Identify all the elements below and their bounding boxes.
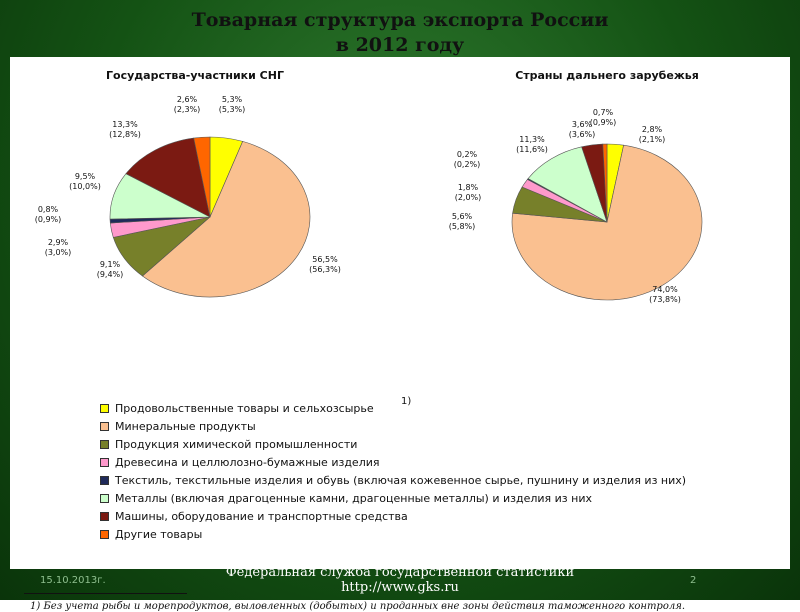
data-label-prev-wood: (2,0%) — [455, 193, 482, 202]
data-label-prev-wood: (3,0%) — [45, 248, 72, 257]
legend-label: Продовольственные товары и сельхозсырье — [115, 401, 374, 415]
data-label-prev-chemical: (9,4%) — [97, 270, 124, 279]
data-label-mineral: 56,5% — [312, 255, 338, 264]
page-number: 2 — [690, 575, 697, 586]
data-label-food: 2,8% — [642, 125, 663, 134]
slide-title-line1: Товарная структура экспорта России — [191, 9, 609, 31]
pie-slice-mineral — [141, 141, 311, 298]
content-panel: Государства-участники СНГ 5,3% (5,3%) 56,5%… — [10, 57, 790, 612]
legend-label: Текстиль, текстильные изделия и обувь (в… — [115, 473, 687, 487]
legend-swatch-chemical — [100, 439, 109, 449]
legend-label: Минеральные продукты — [115, 419, 256, 433]
data-label-other: 0,7% — [593, 108, 614, 117]
pie-slice-machinery — [125, 137, 211, 218]
legend-item-wood: Древесина и целлюлозно-бумажные изделия — [100, 454, 380, 470]
data-label-mineral: 74,0% — [652, 285, 678, 294]
footnote-divider — [24, 593, 187, 594]
data-label-machinery: 3,6% — [572, 120, 593, 129]
legend-label: Металлы (включая драгоценные камни, драг… — [115, 491, 592, 505]
legend-label: Древесина и целлюлозно-бумажные изделия — [115, 455, 380, 469]
chart-title: Страны дальнего зарубежья — [515, 69, 699, 82]
data-label-prev-textile: (0,9%) — [35, 215, 62, 224]
legend-item-textile: Текстиль, текстильные изделия и обувь (в… — [100, 472, 686, 488]
data-label-prev-mineral: (56,3%) — [309, 265, 341, 274]
data-label-food: 5,3% — [222, 95, 243, 104]
legend-label: Продукция химической промышленности — [115, 437, 358, 451]
pie-slice-mineral — [511, 144, 703, 301]
pie-slice-metals — [527, 146, 608, 223]
data-label-prev-other: (0,9%) — [590, 118, 617, 127]
slide-title-line2: в 2012 году — [335, 34, 465, 56]
pie-charts: Государства-участники СНГ 5,3%(5,3%) 56,5%… — [35, 69, 703, 304]
data-label-textile: 0,8% — [38, 205, 59, 214]
data-label-wood: 1,8% — [458, 183, 479, 192]
data-label-prev-machinery: (12,8%) — [109, 130, 141, 139]
legend-swatch-machinery — [100, 511, 109, 521]
footer-date: 15.10.2013г. — [40, 575, 106, 586]
legend-swatch-other — [100, 529, 109, 539]
legend-swatch-textile — [100, 475, 109, 485]
footnote: 1) Без учета рыбы и морепродуктов, вылов… — [30, 601, 686, 612]
pie-slice-other — [193, 136, 211, 218]
footer-url[interactable]: http://www.gks.ru — [341, 580, 459, 595]
legend-item-metals: Металлы (включая драгоценные камни, драг… — [100, 490, 592, 506]
legend-swatch-mineral — [100, 421, 109, 431]
pie-chart-1: Государства-участники СНГ 5,3%(5,3%) 56,5%… — [35, 69, 341, 298]
data-label-prev-food: (5,3%) — [219, 105, 246, 114]
data-label-prev-mineral: (73,8%) — [649, 295, 681, 304]
legend-label: Машины, оборудование и транспортные сред… — [115, 509, 408, 523]
legend-item-chemical: Продукция химической промышленности — [100, 436, 357, 452]
data-label-machinery: 13,3% — [112, 120, 138, 129]
data-label-prev-other: (2,3%) — [174, 105, 201, 114]
data-label-prev-textile: (0,2%) — [454, 160, 481, 169]
data-label-prev-food: (2,1%) — [639, 135, 666, 144]
data-label-prev-chemical: (5,8%) — [449, 222, 476, 231]
data-label-other: 2,6% — [177, 95, 198, 104]
pie-slice-other — [602, 143, 608, 223]
data-label-textile: 0,2% — [457, 150, 478, 159]
legend-note-mark: 1) — [401, 396, 412, 407]
data-label-prev-metals: (10,0%) — [69, 182, 101, 191]
legend-swatch-food — [100, 403, 109, 413]
legend-swatch-metals — [100, 493, 109, 503]
legend-label: Другие товары — [115, 527, 203, 541]
footer-agency: Федеральная служба государственной стати… — [0, 565, 800, 595]
legend-item-food: Продовольственные товары и сельхозсырье — [100, 400, 374, 416]
chart-title: Государства-участники СНГ — [106, 69, 284, 82]
data-label-prev-machinery: (3,6%) — [569, 130, 596, 139]
data-label-prev-metals: (11,6%) — [516, 145, 548, 154]
pie-chart-2: Страны дальнего зарубежья 2,8%(2,1%) 74,0%… — [449, 69, 703, 304]
legend-item-machinery: Машины, оборудование и транспортные сред… — [100, 508, 408, 524]
data-label-chemical: 5,6% — [452, 212, 473, 221]
legend-swatch-wood — [100, 457, 109, 467]
legend-item-other: Другие товары — [100, 526, 202, 542]
legend-item-mineral: Минеральные продукты — [100, 418, 256, 434]
data-label-metals: 9,5% — [75, 172, 96, 181]
data-label-chemical: 9,1% — [100, 260, 121, 269]
data-label-wood: 2,9% — [48, 238, 69, 247]
slide-title: Товарная структура экспорта России в 201… — [0, 8, 800, 58]
data-label-metals: 11,3% — [519, 135, 545, 144]
footer-agency-name: Федеральная служба государственной стати… — [225, 565, 575, 580]
